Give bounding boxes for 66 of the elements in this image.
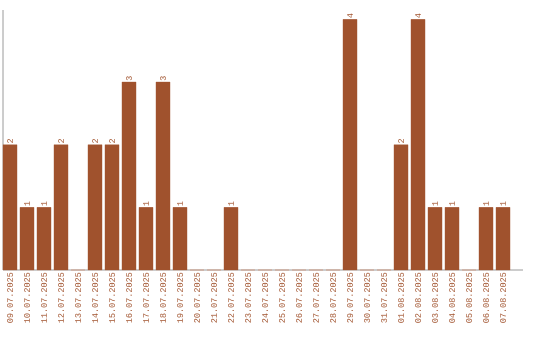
data-label: 2	[109, 138, 115, 143]
data-label: 2	[58, 138, 64, 143]
x-tick-label: 18.07.2025	[160, 272, 166, 323]
x-tick-label: 12.07.2025	[58, 272, 64, 323]
x-tick-label: 06.08.2025	[483, 272, 489, 323]
bar	[138, 207, 154, 270]
x-tick-label: 09.07.2025	[7, 272, 13, 323]
x-tick-label: 02.08.2025	[415, 272, 421, 323]
data-label: 2	[398, 138, 404, 143]
bar	[428, 207, 442, 270]
bar	[122, 82, 136, 270]
x-tick-label: 28.07.2025	[330, 272, 336, 323]
data-label: 1	[500, 201, 506, 206]
data-label: 4	[415, 14, 421, 18]
x-tick-label: 03.08.2025	[432, 272, 438, 323]
bar	[54, 144, 68, 270]
data-label: 1	[228, 201, 234, 206]
x-tick-label: 19.07.2025	[177, 272, 183, 323]
data-label: 2	[92, 138, 98, 143]
x-tick-label: 21.07.2025	[211, 272, 217, 323]
bar	[342, 19, 358, 270]
x-tick-label: 31.07.2025	[381, 272, 387, 323]
x-tick-label: 27.07.2025	[313, 272, 319, 323]
bar	[156, 82, 170, 270]
x-tick-label: 16.07.2025	[126, 272, 132, 323]
x-tick-label: 13.07.2025	[75, 272, 81, 323]
x-tick-label: 26.07.2025	[296, 272, 302, 323]
bar	[88, 144, 102, 270]
x-tick-label: 24.07.2025	[262, 272, 268, 323]
x-tick-label: 20.07.2025	[194, 272, 200, 323]
x-tick-label: 01.08.2025	[398, 272, 404, 323]
data-label: 1	[143, 201, 149, 206]
x-tick-label: 22.07.2025	[228, 272, 234, 323]
x-tick-label: 25.07.2025	[279, 272, 285, 323]
bar	[2, 144, 18, 270]
x-tick-label: 11.07.2025	[41, 272, 47, 323]
data-label: 1	[483, 201, 489, 206]
bar	[394, 144, 408, 270]
bar	[20, 207, 34, 270]
bar	[444, 207, 460, 270]
bar	[224, 207, 238, 270]
data-label: 2	[7, 138, 13, 143]
bar	[172, 207, 188, 270]
data-label: 1	[24, 201, 30, 206]
x-tick-label: 07.08.2025	[500, 272, 506, 323]
x-tick-label: 04.08.2025	[449, 272, 455, 323]
data-label: 1	[177, 201, 183, 206]
x-tick-label: 14.07.2025	[92, 272, 98, 323]
x-tick-label: 23.07.2025	[245, 272, 251, 323]
x-tick-label: 05.08.2025	[466, 272, 472, 323]
bar	[496, 207, 510, 270]
data-label: 1	[449, 201, 455, 206]
x-tick-label: 15.07.2025	[109, 272, 115, 323]
bar	[410, 19, 426, 270]
x-tick-label: 30.07.2025	[364, 272, 370, 323]
x-tick-label: 10.07.2025	[24, 272, 30, 323]
bar	[104, 144, 120, 270]
bar	[36, 207, 52, 270]
data-label: 3	[126, 76, 132, 80]
bar	[478, 207, 494, 270]
data-label: 1	[41, 201, 47, 206]
data-label: 3	[160, 76, 166, 80]
x-tick-label: 29.07.2025	[347, 272, 353, 323]
data-label: 4	[347, 14, 353, 18]
data-label: 1	[432, 201, 438, 206]
x-tick-label: 17.07.2025	[143, 272, 149, 323]
